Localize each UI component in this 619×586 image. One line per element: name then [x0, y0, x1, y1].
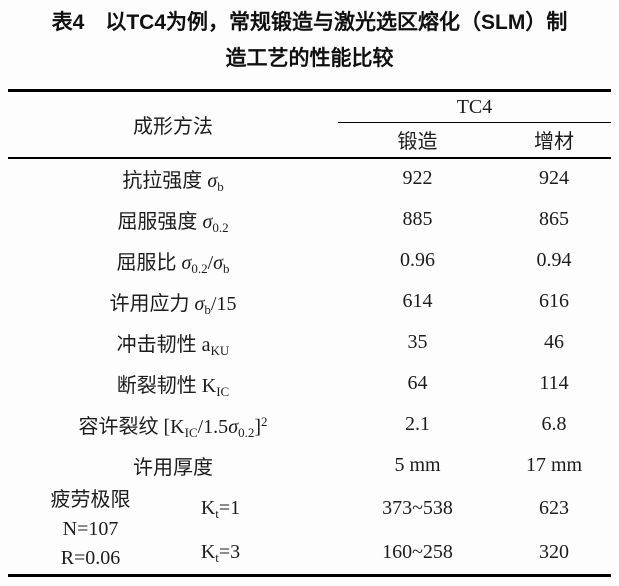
table-figure: 表4 以TC4为例，常规锻造与激光选区熔化（SLM）制 造工艺的性能比较 成形方…	[8, 0, 611, 577]
row-label: 屈服比 σ0.2/σb	[116, 251, 230, 276]
cell-additive: 320	[539, 540, 569, 563]
comparison-table: 成形方法 TC4 锻造 增材 抗拉强度 σb 922 924 屈服强度 σ0.2…	[8, 89, 611, 577]
row-label: 许用应力 σb/15	[109, 292, 237, 317]
table-row-yield-ratio: 屈服比 σ0.2/σb 0.96 0.94	[8, 240, 611, 281]
cell-additive: 6.8	[541, 412, 567, 435]
row-label: 屈服强度 σ0.2	[117, 210, 229, 235]
table-row-allowable-stress: 许用应力 σb/15 614 616	[8, 281, 611, 322]
cell-additive: 17 mm	[525, 453, 583, 476]
table-row-allowable-crack: 容许裂纹 [KIC/1.5σ0.2]2 2.1 6.8	[8, 404, 611, 445]
header-group-tc4: TC4	[338, 90, 611, 123]
cell-additive: 623	[539, 496, 569, 519]
row-label: 许用厚度	[133, 456, 213, 479]
table-row-fracture-toughness: 断裂韧性 KIC 64 114	[8, 363, 611, 404]
cell-additive: 0.94	[536, 248, 572, 271]
cell-forging: 885	[402, 207, 433, 230]
fatigue-stress-ratio: R=0.06	[60, 547, 121, 570]
cell-forging: 614	[402, 289, 433, 312]
header-row-group: 成形方法 TC4	[8, 90, 611, 159]
table-row-fatigue-kt1: 疲劳极限 N=107 R=0.06 Kt=1 373~538 623	[8, 486, 611, 569]
table-row-tensile-strength: 抗拉强度 σb 922 924	[8, 158, 611, 199]
cell-additive: 865	[539, 207, 569, 230]
row-label: 容许裂纹 [KIC/1.5σ0.2]2	[78, 413, 268, 440]
fatigue-kt-label: Kt=1	[200, 496, 241, 521]
header-col-forging: 锻造	[338, 122, 497, 159]
header-row-sub: 锻造 增材	[8, 122, 611, 159]
cell-forging: 5 mm	[394, 453, 441, 476]
cell-additive: 114	[539, 371, 569, 394]
fatigue-cycles: N=107	[62, 518, 119, 541]
cell-forging: 2.1	[405, 412, 430, 435]
row-label: 断裂韧性 KIC	[116, 374, 230, 399]
cell-additive: 46	[544, 330, 564, 353]
cell-forging: 373~538	[382, 496, 453, 519]
cell-forging: 0.96	[400, 248, 435, 271]
caption-line-2: 造工艺的性能比较	[225, 47, 394, 70]
header-method: 成形方法	[8, 90, 338, 159]
table-row-yield-strength: 屈服强度 σ0.2 885 865	[8, 199, 611, 240]
cell-forging: 160~258	[382, 540, 453, 563]
row-label: 冲击韧性 aKU	[116, 333, 230, 358]
table-row-fatigue-kt3: Kt=3 160~258 320	[8, 531, 611, 576]
table-row-allowable-thickness: 许用厚度 5 mm 17 mm	[8, 445, 611, 486]
fatigue-label-block: 疲劳极限 N=107 R=0.06	[8, 486, 153, 576]
cell-forging: 922	[402, 167, 433, 189]
fatigue-kt-label: Kt=3	[200, 540, 241, 565]
fatigue-title: 疲劳极限	[50, 489, 131, 512]
header-col-additive: 增材	[497, 122, 611, 159]
table-row-impact-toughness: 冲击韧性 aKU 35 46	[8, 322, 611, 363]
caption-line-1: 表4 以TC4为例，常规锻造与激光选区熔化（SLM）制	[51, 11, 568, 34]
cell-forging: 35	[407, 330, 428, 353]
cell-forging: 64	[407, 371, 428, 394]
row-label: 抗拉强度 σb	[122, 170, 224, 194]
cell-additive: 924	[539, 167, 569, 189]
table-caption: 表4 以TC4为例，常规锻造与激光选区熔化（SLM）制 造工艺的性能比较	[8, 0, 611, 77]
cell-additive: 616	[539, 289, 569, 312]
